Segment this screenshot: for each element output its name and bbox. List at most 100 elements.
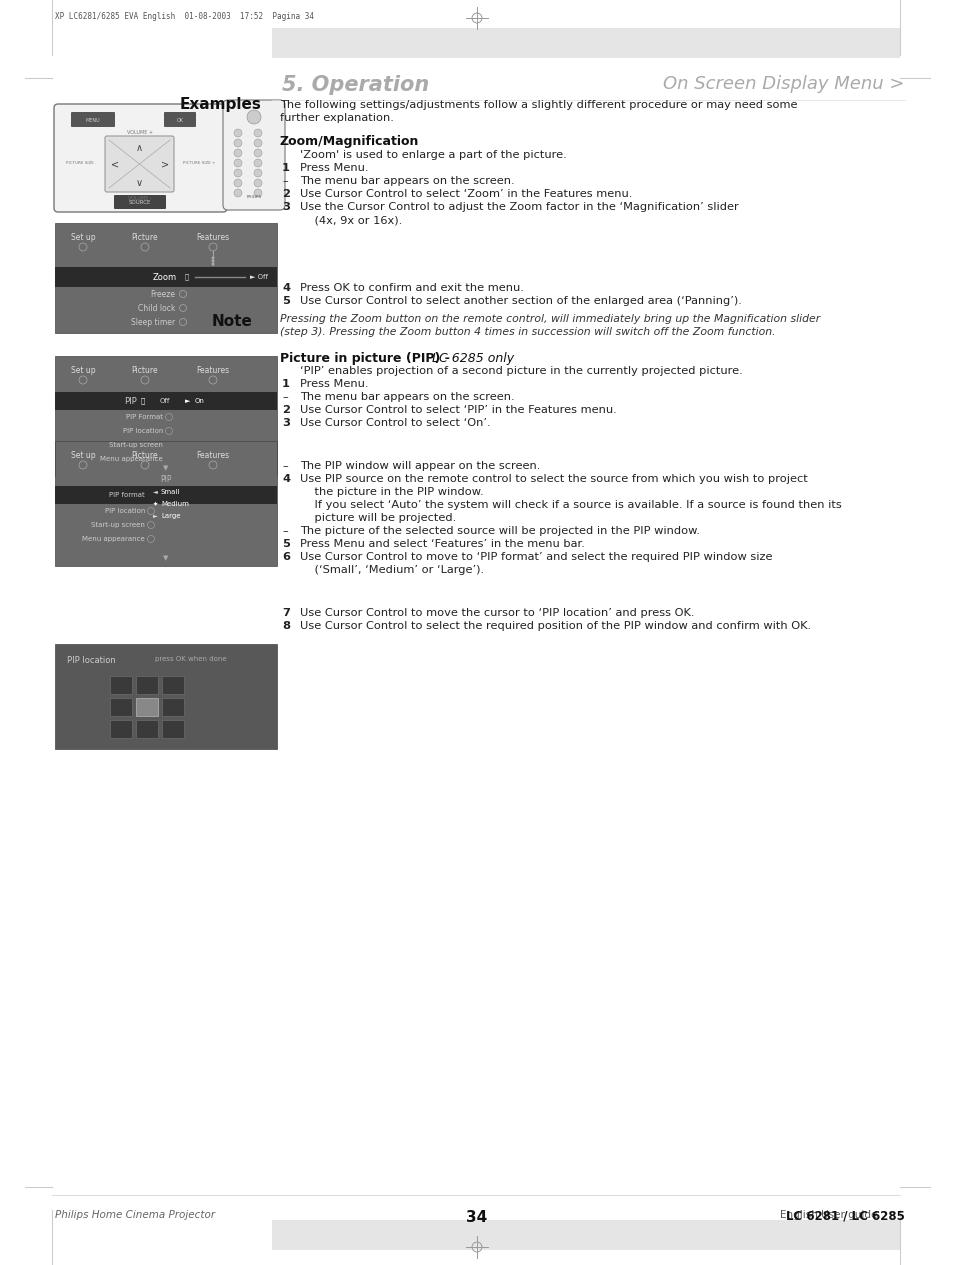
FancyBboxPatch shape [113,195,166,209]
Text: Set up: Set up [71,233,95,242]
Bar [55,644,276,749]
Bar [110,698,132,716]
Text: Use Cursor Control to select ‘PIP’ in the Features menu.: Use Cursor Control to select ‘PIP’ in th… [299,405,616,415]
Text: Set up: Set up [71,452,95,460]
Text: 5. Operation: 5. Operation [282,75,429,95]
Bar [55,392,276,410]
Text: 1: 1 [282,380,290,390]
Text: –: – [282,460,288,471]
Text: 3: 3 [282,417,290,428]
Text: Use Cursor Control to select ‘On’.: Use Cursor Control to select ‘On’. [299,417,490,428]
Text: PIP Format: PIP Format [126,414,163,420]
Text: –: – [282,176,288,186]
Text: Freeze: Freeze [150,290,174,299]
Text: 5: 5 [282,296,290,306]
Bar [55,441,276,565]
Circle shape [253,170,262,177]
Text: ∨: ∨ [135,178,142,188]
Text: PHILIPS: PHILIPS [246,195,261,199]
Text: Examples: Examples [180,97,262,113]
Text: Features: Features [196,366,230,374]
FancyBboxPatch shape [105,137,173,192]
Text: Press Menu and select ‘Features’ in the menu bar.: Press Menu and select ‘Features’ in the … [299,539,584,549]
Text: 'Zoom' is used to enlarge a part of the picture.: 'Zoom' is used to enlarge a part of the … [299,151,566,159]
Text: Features: Features [196,452,230,460]
Text: Picture: Picture [132,233,158,242]
Circle shape [233,188,242,197]
Text: the picture in the PIP window.: the picture in the PIP window. [299,487,483,497]
Text: 5: 5 [282,539,290,549]
Circle shape [233,170,242,177]
Text: The picture of the selected source will be projected in the PIP window.: The picture of the selected source will … [299,526,700,536]
Bar [136,676,158,694]
Text: MENU: MENU [86,118,100,123]
Text: picture will be projected.: picture will be projected. [299,514,456,522]
Text: 2: 2 [282,405,290,415]
Circle shape [233,180,242,187]
Circle shape [233,149,242,157]
Text: On Screen Display Menu >: On Screen Display Menu > [662,75,904,94]
Text: Off: Off [160,398,171,404]
Text: OK: OK [176,118,183,123]
Text: Features: Features [196,233,230,242]
Bar [272,28,899,58]
Text: Small: Small [161,490,180,495]
Text: Zoom/Magnification: Zoom/Magnification [280,135,419,148]
Text: ▼: ▼ [163,466,169,471]
Text: (‘Small’, ‘Medium’ or ‘Large’).: (‘Small’, ‘Medium’ or ‘Large’). [299,565,483,576]
Text: PIP: PIP [160,474,172,484]
Text: 8: 8 [282,621,290,631]
Text: –: – [282,392,288,402]
Text: PIP location: PIP location [105,509,145,514]
Text: Picture: Picture [132,452,158,460]
Text: PIP format: PIP format [110,492,145,498]
Text: >: > [161,159,169,170]
Text: Use Cursor Control to select the required position of the PIP window and confirm: Use Cursor Control to select the require… [299,621,810,631]
Text: LC 6285 only: LC 6285 only [428,352,514,366]
Text: PIP location: PIP location [123,428,163,434]
Text: Philips Home Cinema Projector: Philips Home Cinema Projector [55,1211,214,1219]
Circle shape [233,139,242,147]
Text: ►: ► [185,398,191,404]
Bar [136,698,158,716]
Text: <: < [111,159,119,170]
Text: press OK when done: press OK when done [154,657,227,662]
Circle shape [253,159,262,167]
FancyBboxPatch shape [54,104,227,213]
Bar [55,223,276,333]
Circle shape [212,257,214,259]
Text: Medium: Medium [161,501,189,507]
Circle shape [253,149,262,157]
Text: Sleep timer: Sleep timer [131,318,174,326]
Bar [110,676,132,694]
Text: 4: 4 [282,283,290,293]
Bar [162,676,184,694]
Text: VOLUME +: VOLUME + [127,130,152,135]
Text: Picture: Picture [132,366,158,374]
Text: Use the Cursor Control to adjust the Zoom factor in the ‘Magnification’ slider: Use the Cursor Control to adjust the Zoo… [299,202,738,213]
Bar [162,698,184,716]
Text: ◄: ◄ [152,490,157,495]
Circle shape [212,263,214,266]
Text: SOURCE: SOURCE [129,200,151,205]
Text: XP LC6281/6285 EVA English  01-08-2003  17:52  Pagina 34: XP LC6281/6285 EVA English 01-08-2003 17… [55,11,314,22]
Circle shape [247,110,261,124]
Circle shape [212,259,214,263]
Bar [272,1219,899,1250]
Text: The menu bar appears on the screen.: The menu bar appears on the screen. [299,392,514,402]
Text: Zoom: Zoom [152,272,177,282]
FancyBboxPatch shape [223,100,285,210]
Text: Use Cursor Control to select another section of the enlarged area (‘Panning’).: Use Cursor Control to select another sec… [299,296,741,306]
Text: 7: 7 [282,608,290,619]
Text: 34: 34 [466,1211,487,1225]
Text: Pressing the Zoom button on the remote control, will immediately bring up the Ma: Pressing the Zoom button on the remote c… [280,314,820,324]
Bar [110,720,132,737]
Text: ✦: ✦ [152,501,158,506]
Text: The following settings/adjustments follow a slightly different procedure or may : The following settings/adjustments follo… [280,100,797,110]
Text: Menu appearance: Menu appearance [82,536,145,541]
Text: Use Cursor Control to move to ‘PIP format’ and select the required PIP window si: Use Cursor Control to move to ‘PIP forma… [299,552,772,562]
Text: Use Cursor Control to select ‘Zoom’ in the Features menu.: Use Cursor Control to select ‘Zoom’ in t… [299,188,632,199]
Text: LC 6281 / LC 6285: LC 6281 / LC 6285 [785,1211,904,1223]
Text: ▼: ▼ [163,555,169,560]
Text: ‘PIP’ enables projection of a second picture in the currently projected picture.: ‘PIP’ enables projection of a second pic… [299,366,742,376]
